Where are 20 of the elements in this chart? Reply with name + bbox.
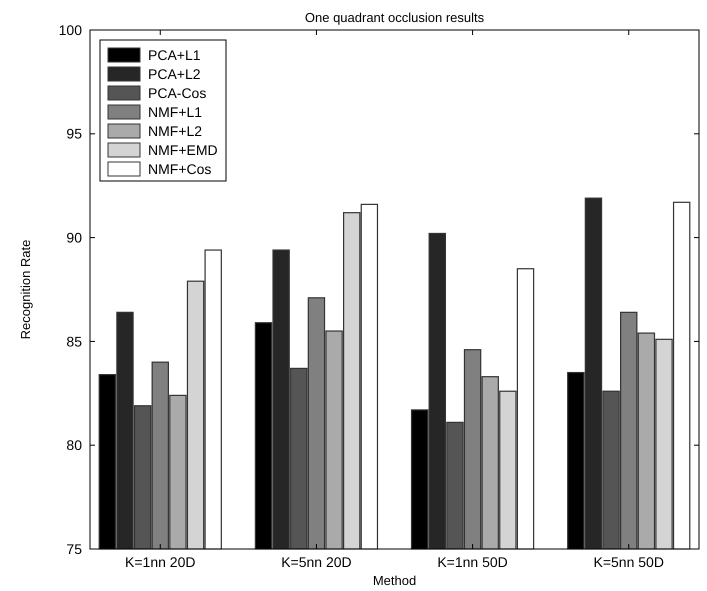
y-tick-label: 80 <box>66 437 82 454</box>
x-axis-title: Method <box>372 573 416 588</box>
y-tick-label: 95 <box>66 126 82 142</box>
legend-label: PCA-Cos <box>148 84 206 101</box>
legend-label: NMF+L1 <box>148 104 202 120</box>
legend-label: PCA+L1 <box>148 46 201 63</box>
y-tick-label: 75 <box>66 540 82 557</box>
y-tick-label: 85 <box>66 333 82 350</box>
x-tick-label: K=1nn 50D <box>437 554 508 570</box>
legend-label: NMF+L2 <box>148 122 202 139</box>
x-tick-label: K=5nn 20D <box>281 554 352 570</box>
legend-label: NMF+Cos <box>148 160 212 177</box>
chart-title: One quadrant occlusion results <box>304 10 485 25</box>
x-tick-label: K=5nn 50D <box>594 554 664 570</box>
legend-label: PCA+L2 <box>148 66 201 82</box>
y-tick-label: 100 <box>58 22 82 38</box>
legend-label: NMF+EMD <box>148 142 218 158</box>
y-tick-label: 90 <box>66 230 82 246</box>
x-tick-label: K=1nn 20D <box>125 554 196 570</box>
y-axis-title: Recognition Rate <box>18 240 33 340</box>
